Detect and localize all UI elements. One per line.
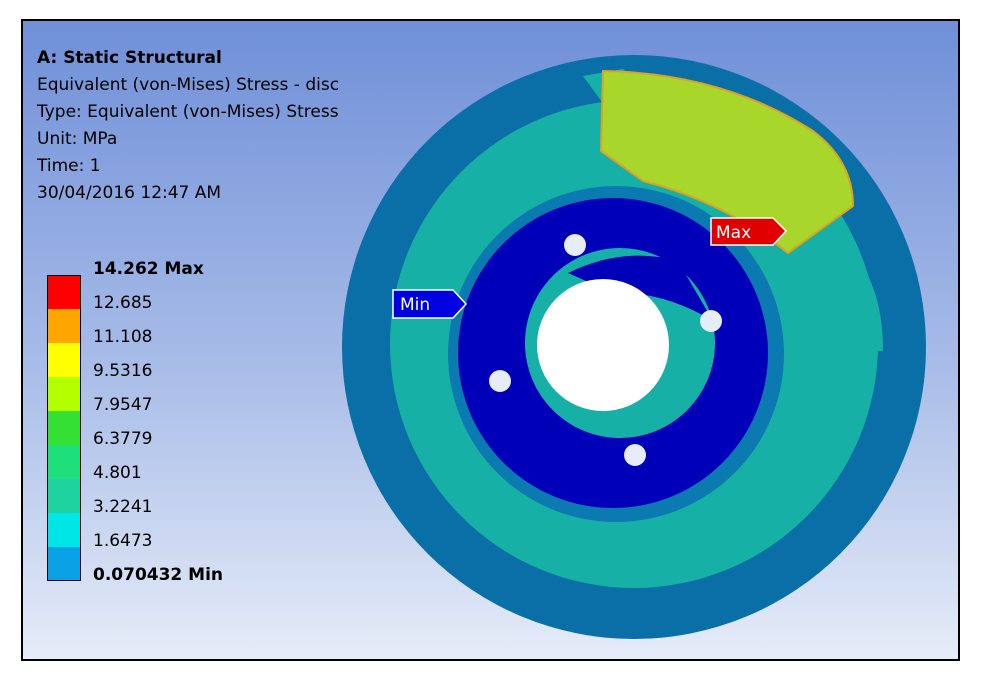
legend-label: 1.6473: [93, 531, 153, 551]
legend-swatch: [47, 377, 81, 411]
legend-label: 3.2241: [93, 497, 153, 517]
legend-label: 7.9547: [93, 395, 153, 415]
max-tag-label: Max: [716, 223, 751, 243]
bolt-hole: [624, 444, 646, 466]
min-probe-tag[interactable]: Min: [392, 289, 468, 319]
legend-label: 0.070432 Min: [93, 565, 224, 585]
min-tag-shape: [392, 289, 468, 319]
legend-label: 4.801: [93, 463, 142, 483]
legend-swatch: [47, 479, 81, 513]
legend-label: 9.5316: [93, 361, 153, 381]
legend-swatch: [47, 513, 81, 547]
bolt-hole: [489, 370, 511, 392]
color-legend[interactable]: 14.262 Max 12.685 11.108 9.5316 7.9547 6…: [47, 259, 287, 589]
bolt-hole: [564, 234, 586, 256]
max-probe-tag[interactable]: Max: [710, 217, 788, 246]
legend-label: 12.685: [93, 293, 153, 313]
legend-swatch: [47, 275, 81, 309]
legend-swatch: [47, 445, 81, 479]
disc-hot-zone: [599, 69, 855, 255]
legend-label: 14.262 Max: [93, 259, 204, 279]
legend-label: 11.108: [93, 327, 153, 347]
result-time: Time: 1: [37, 156, 101, 176]
max-tag-shape: [710, 217, 788, 246]
result-name: Equivalent (von-Mises) Stress - disc: [37, 75, 340, 95]
result-type: Type: Equivalent (von-Mises) Stress: [37, 102, 339, 122]
analysis-title: A: Static Structural: [37, 48, 222, 68]
min-tag-label: Min: [400, 295, 430, 315]
bolt-hole: [700, 310, 722, 332]
disc-contour-plot[interactable]: Max Min: [23, 21, 958, 659]
legend-label: 6.3779: [93, 429, 153, 449]
result-info: A: Static Structural Equivalent (von-Mis…: [37, 45, 339, 207]
legend-swatch: [47, 547, 81, 581]
result-unit: Unit: MPa: [37, 129, 118, 149]
model-viewport[interactable]: A: Static Structural Equivalent (von-Mis…: [21, 19, 960, 661]
legend-swatch: [47, 411, 81, 445]
result-timestamp: 30/04/2016 12:47 AM: [37, 183, 222, 203]
legend-swatch: [47, 343, 81, 377]
disc-bore: [537, 279, 669, 411]
legend-swatch: [47, 309, 81, 343]
disc-mid-lobe: [793, 231, 883, 351]
disc-collar-notch: [568, 255, 713, 321]
